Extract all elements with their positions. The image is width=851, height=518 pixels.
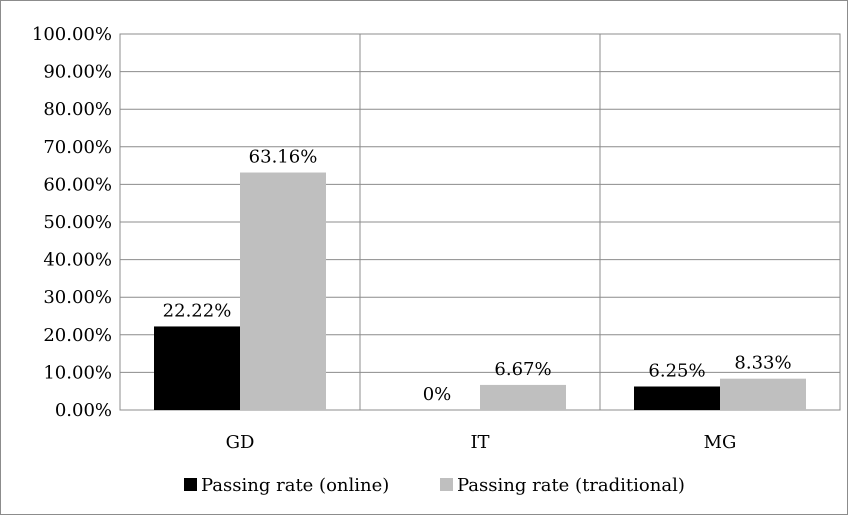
data-label: 6.67% (494, 359, 551, 380)
y-tick-label: 0.00% (55, 400, 112, 421)
legend-swatch-series-2 (440, 478, 453, 491)
data-label: 8.33% (734, 353, 791, 374)
x-axis-tick-labels: GD IT MG (226, 432, 737, 453)
data-label: 0% (423, 384, 452, 405)
y-tick-label: 60.00% (43, 174, 112, 195)
y-tick-label: 80.00% (43, 99, 112, 120)
y-tick-label: 30.00% (43, 287, 112, 308)
y-tick-label: 70.00% (43, 137, 112, 158)
bar-gd-series-2 (240, 172, 326, 410)
data-labels: 22.22% 63.16% 0% 6.67% 6.25% 8.33% (163, 147, 792, 405)
legend-label-series-2: Passing rate (traditional) (457, 475, 685, 496)
legend: Passing rate (online) Passing rate (tradi… (184, 475, 685, 496)
y-tick-label: 100.00% (32, 24, 112, 45)
data-label: 63.16% (249, 147, 318, 168)
y-tick-label: 50.00% (43, 212, 112, 233)
bar-gd-series-1 (154, 326, 240, 410)
x-tick-label: GD (226, 432, 255, 453)
bars (154, 172, 806, 410)
legend-swatch-series-1 (184, 478, 197, 491)
bar-mg-series-1 (634, 386, 720, 410)
y-tick-label: 20.00% (43, 325, 112, 346)
data-label: 22.22% (163, 300, 232, 321)
bar-mg-series-2 (720, 378, 806, 410)
y-tick-label: 10.00% (43, 362, 112, 383)
x-tick-label: MG (704, 432, 737, 453)
y-tick-label: 40.00% (43, 250, 112, 271)
legend-label-series-1: Passing rate (online) (201, 475, 389, 496)
data-label: 6.25% (648, 361, 705, 382)
y-tick-label: 90.00% (43, 62, 112, 83)
x-tick-label: IT (470, 432, 489, 453)
bar-it-series-2 (480, 384, 566, 410)
y-axis-tick-labels: 0.00% 10.00% 20.00% 30.00% 40.00% 50.00% 60.00… (32, 24, 112, 421)
